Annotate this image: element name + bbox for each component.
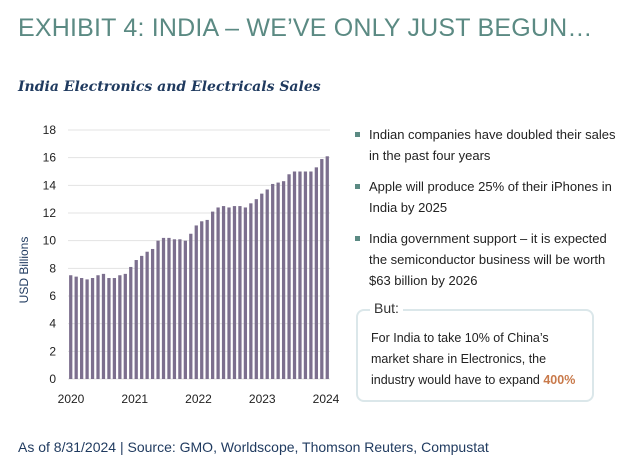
bar [140, 255, 144, 379]
bar [167, 237, 171, 379]
gridlines [68, 129, 330, 380]
bullet-item: India government support – it is expecte… [354, 228, 616, 291]
callout-highlight: 400% [543, 373, 576, 387]
y-tick-label: 12 [43, 206, 57, 220]
bar [216, 207, 220, 379]
bar [281, 181, 286, 379]
bar [69, 275, 73, 379]
x-tick-label: 2024 [313, 392, 340, 406]
y-tick-label: 18 [43, 123, 57, 137]
bar [287, 174, 291, 379]
bar [200, 221, 204, 379]
bar [112, 278, 117, 379]
bar [238, 206, 242, 379]
callout-text: For India to take 10% of China’s market … [371, 328, 589, 391]
x-tick-label: 2021 [121, 392, 148, 406]
bullet-text: India government support – it is expecte… [369, 231, 607, 288]
bullet-square-icon [355, 236, 360, 241]
bar [260, 193, 264, 379]
bar [172, 239, 177, 379]
sales-bar-chart: 0 2 4 6 8 10 12 14 16 18 2020 2021 2022 2023 2024 USD… [17, 123, 340, 406]
y-tick-label: 16 [43, 151, 57, 165]
bar [74, 276, 78, 379]
bar [276, 182, 280, 379]
bullet-text: Apple will produce 25% of their iPhones … [369, 179, 612, 215]
y-tick-label: 14 [43, 178, 57, 192]
bar [161, 237, 166, 379]
bullet-square-icon [355, 132, 360, 137]
callout-box: But: For India to take 10% of China’s ma… [356, 300, 594, 402]
bar [194, 225, 198, 379]
bar [303, 171, 308, 379]
key-points-list: Indian companies have doubled their sale… [354, 124, 616, 301]
bar [314, 167, 318, 379]
bar [211, 211, 215, 379]
bar [232, 206, 237, 379]
y-tick-label: 10 [43, 234, 57, 248]
bar [227, 207, 231, 379]
x-tick-label: 2023 [249, 392, 276, 406]
bar [118, 275, 122, 379]
bar [189, 233, 193, 379]
bar [249, 203, 253, 379]
bar [150, 248, 155, 379]
bullet-text: Indian companies have doubled their sale… [369, 127, 616, 163]
bar [265, 189, 269, 379]
bar [298, 171, 302, 379]
bar [107, 278, 111, 379]
y-tick-label: 0 [49, 372, 56, 386]
bar [320, 159, 324, 379]
y-axis-label: USD Billions [17, 237, 31, 304]
y-tick-label: 8 [49, 261, 56, 275]
bar [325, 156, 329, 379]
bar [205, 219, 209, 379]
bullet-item: Apple will produce 25% of their iPhones … [354, 176, 616, 218]
bar [271, 183, 275, 379]
bar [221, 206, 226, 379]
bar [178, 239, 182, 379]
bullet-square-icon [355, 184, 360, 189]
x-tick-labels: 2020 2021 2022 2023 2024 [58, 392, 340, 406]
y-tick-label: 4 [49, 317, 56, 331]
chart-title: India Electronics and Electricals Sales [18, 79, 321, 95]
callout-label: But: [370, 300, 403, 316]
bar [145, 251, 149, 379]
exhibit-title: EXHIBIT 4: INDIA – WE’VE ONLY JUST BEGUN… [18, 14, 593, 42]
bar [85, 279, 89, 379]
bar [129, 266, 133, 379]
y-tick-label: 6 [49, 289, 56, 303]
bar [156, 240, 160, 379]
bar [101, 273, 106, 379]
bar [292, 171, 297, 379]
bar [80, 278, 84, 379]
bullet-item: Indian companies have doubled their sale… [354, 124, 616, 166]
callout-body: For India to take 10% of China’s market … [371, 331, 549, 387]
bar [90, 278, 95, 379]
bar [96, 275, 100, 379]
bars [69, 156, 329, 379]
x-tick-label: 2020 [58, 392, 85, 406]
bar [254, 199, 258, 379]
bar [309, 171, 313, 379]
bar [183, 240, 187, 379]
y-tick-labels: 0 2 4 6 8 10 12 14 16 18 [43, 123, 57, 386]
bar [243, 207, 248, 379]
y-tick-label: 2 [49, 344, 56, 358]
x-tick-label: 2022 [185, 392, 212, 406]
bar [123, 273, 127, 379]
source-footer: As of 8/31/2024 | Source: GMO, Worldscop… [18, 439, 489, 455]
bar [134, 260, 138, 379]
